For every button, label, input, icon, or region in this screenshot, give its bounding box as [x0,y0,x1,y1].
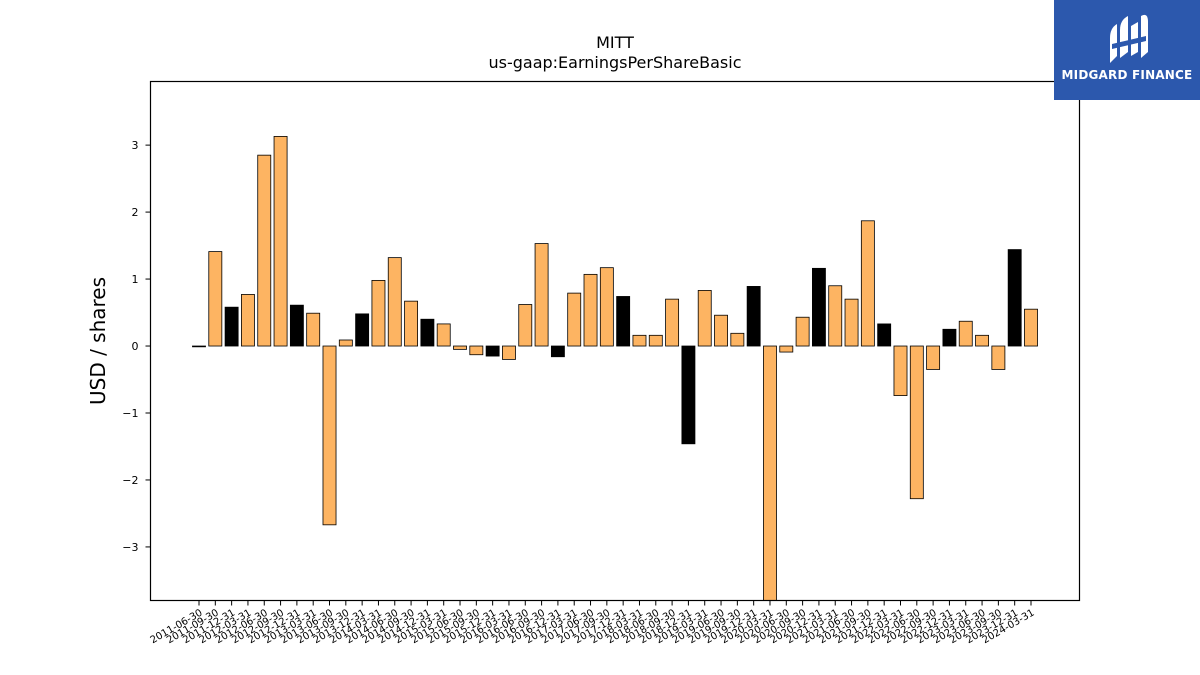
bar [1007,249,1022,347]
bar [322,345,337,526]
bar [1024,308,1038,347]
bar [648,334,663,347]
bar [241,294,255,347]
bar [926,345,941,370]
bar [502,345,516,360]
y-tick-label: −3 [122,541,138,554]
bar [991,345,1006,370]
bar [567,292,582,347]
bar [893,345,908,396]
bar [909,345,924,500]
bar [632,334,647,347]
bar [779,345,794,353]
bar [469,345,484,356]
bar [404,300,419,347]
bar [273,136,288,347]
bar [485,345,500,357]
bar [355,313,370,347]
bar [665,298,680,347]
bar [224,306,239,347]
bars [192,136,1038,601]
y-tick-label: −1 [122,407,138,420]
bar [975,334,989,347]
x-axis: 2011-06-302011-09-302011-12-312012-03-31… [149,600,1037,646]
bar [306,312,321,347]
y-tick-label: 3 [132,139,139,152]
y-axis-label: USD / shares [86,277,110,405]
bar [877,323,892,347]
bar [714,314,728,347]
y-tick-label: 0 [132,340,139,353]
bar [289,304,304,347]
bar [436,323,451,347]
bar [828,285,843,347]
y-tick-label: −2 [122,474,138,487]
midgard-logo-mark-icon [1110,14,1148,63]
y-axis: −3 −2 −1 0 1 2 3 [122,139,151,554]
brand-logo: MIDGARD FINANCE [1054,0,1200,100]
bar [763,345,777,601]
plot-frame [149,80,1081,602]
chart-title: MITT [596,33,634,52]
bar [746,286,761,347]
bar [795,316,810,347]
bar [208,251,223,347]
chart-subtitle: us-gaap:EarningsPerShareBasic [488,53,741,72]
bar [338,339,353,347]
bar [942,328,957,347]
bar [387,257,402,347]
bar [192,345,206,348]
bar [453,345,467,350]
bar [257,154,272,347]
bar [371,279,386,347]
bar [420,318,435,347]
bar [958,320,973,347]
bar [730,332,745,347]
bar [550,345,565,358]
bar [599,267,614,347]
brand-name: MIDGARD FINANCE [1061,68,1193,82]
bar [518,304,533,347]
bar [697,290,712,347]
bar [681,345,696,445]
bar [811,267,826,347]
bar [844,298,859,347]
y-tick-label: 1 [132,273,139,286]
bar [534,243,549,347]
y-tick-label: 2 [132,206,139,219]
bar [616,296,631,347]
bar [583,273,598,347]
bar [860,220,875,347]
